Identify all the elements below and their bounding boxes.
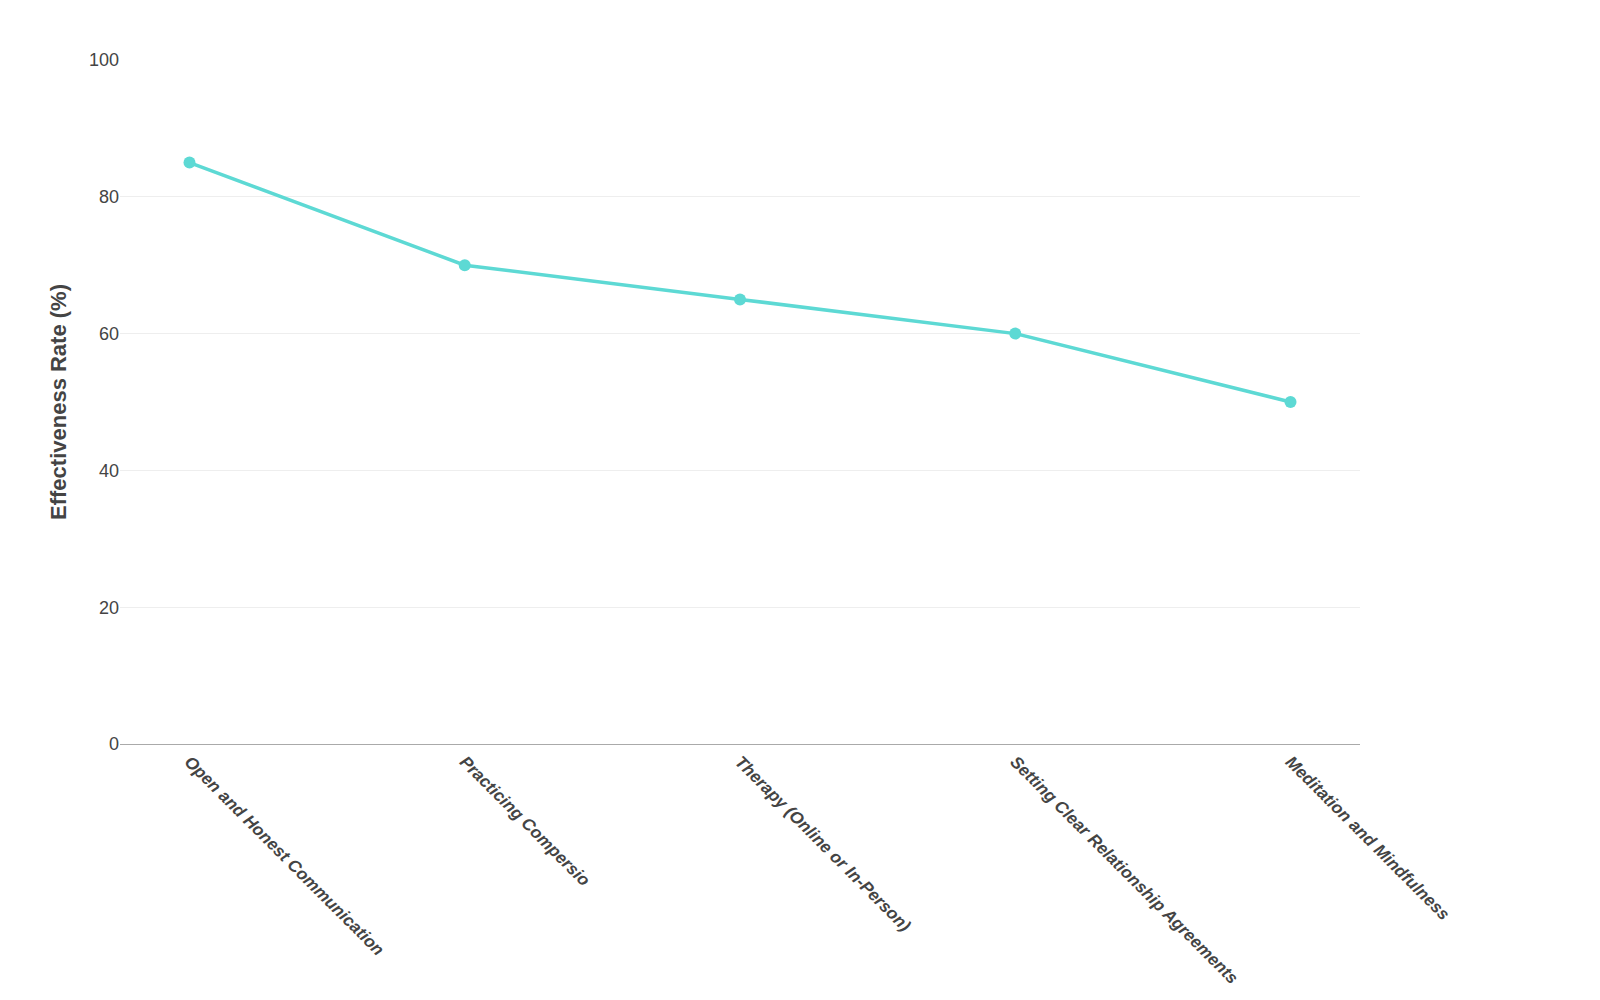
svg-text:100: 100: [89, 50, 119, 70]
svg-text:40: 40: [99, 461, 119, 481]
svg-text:Meditation and Mindfulness: Meditation and Mindfulness: [1282, 752, 1454, 924]
svg-text:0: 0: [109, 734, 119, 754]
svg-text:60: 60: [99, 324, 119, 344]
svg-text:80: 80: [99, 187, 119, 207]
svg-text:Open and Honest Communication: Open and Honest Communication: [181, 752, 388, 959]
svg-text:Therapy (Online or In-Person): Therapy (Online or In-Person): [731, 752, 914, 935]
svg-text:20: 20: [99, 598, 119, 618]
svg-text:Effectiveness Rate (%): Effectiveness Rate (%): [46, 284, 71, 520]
svg-text:Practicing Compersio: Practicing Compersio: [456, 752, 594, 890]
svg-text:Setting Clear Relationship Agr: Setting Clear Relationship Agreements: [1006, 752, 1241, 987]
